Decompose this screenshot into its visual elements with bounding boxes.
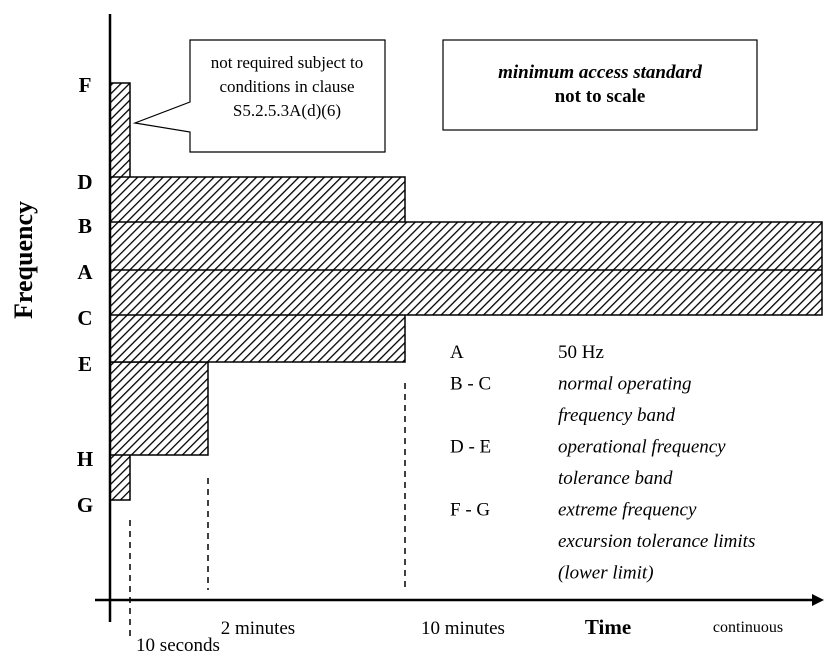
bands (109, 82, 823, 501)
x-axis-arrow (812, 594, 824, 606)
level-label: E (78, 352, 92, 376)
level-label: H (77, 447, 93, 471)
legend-key: B - C (450, 374, 491, 395)
legend-text: operational frequency (558, 437, 726, 458)
legend-text: extreme frequency (558, 500, 697, 521)
legend-key: A (450, 342, 464, 363)
callout-text: S5.2.5.3A(d)(6) (233, 101, 341, 120)
callout-text: conditions in clause (219, 77, 354, 96)
time-markers (129, 383, 406, 640)
legend-text: tolerance band (558, 468, 673, 489)
level-label: B (78, 214, 92, 238)
callout-text: not required subject to (211, 53, 364, 72)
level-label: A (77, 260, 93, 284)
y-axis-title: Frequency (9, 201, 38, 319)
legend-key: F - G (450, 500, 490, 521)
band-b-c (109, 221, 823, 316)
level-label: C (77, 306, 92, 330)
time-label: 10 minutes (421, 618, 505, 639)
time-label: continuous (713, 619, 783, 636)
legend-text: 50 Hz (558, 342, 604, 363)
note-text: minimum access standard (498, 62, 702, 83)
time-label: 2 minutes (221, 618, 295, 639)
legend-text: excursion tolerance limits (558, 531, 755, 552)
level-label: F (79, 73, 92, 97)
callout-box (132, 39, 386, 153)
legend-text: frequency band (558, 405, 675, 426)
legend-key: D - E (450, 437, 491, 458)
level-label: D (77, 170, 92, 194)
legend-text: normal operating (558, 374, 692, 395)
note-text: not to scale (555, 86, 646, 107)
legend-text: (lower limit) (558, 563, 654, 584)
x-axis-title: Time (585, 615, 631, 639)
note-box (442, 39, 758, 131)
band-e-h (109, 361, 209, 456)
level-label: G (77, 493, 93, 517)
legend: A 50 Hz B - C normal operating frequency ban… (450, 342, 755, 584)
time-label: 10 seconds (136, 635, 220, 653)
